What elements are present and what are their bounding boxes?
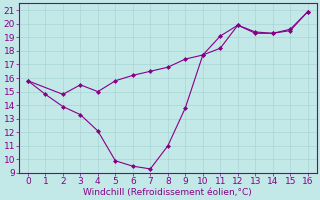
- X-axis label: Windchill (Refroidissement éolien,°C): Windchill (Refroidissement éolien,°C): [84, 188, 252, 197]
